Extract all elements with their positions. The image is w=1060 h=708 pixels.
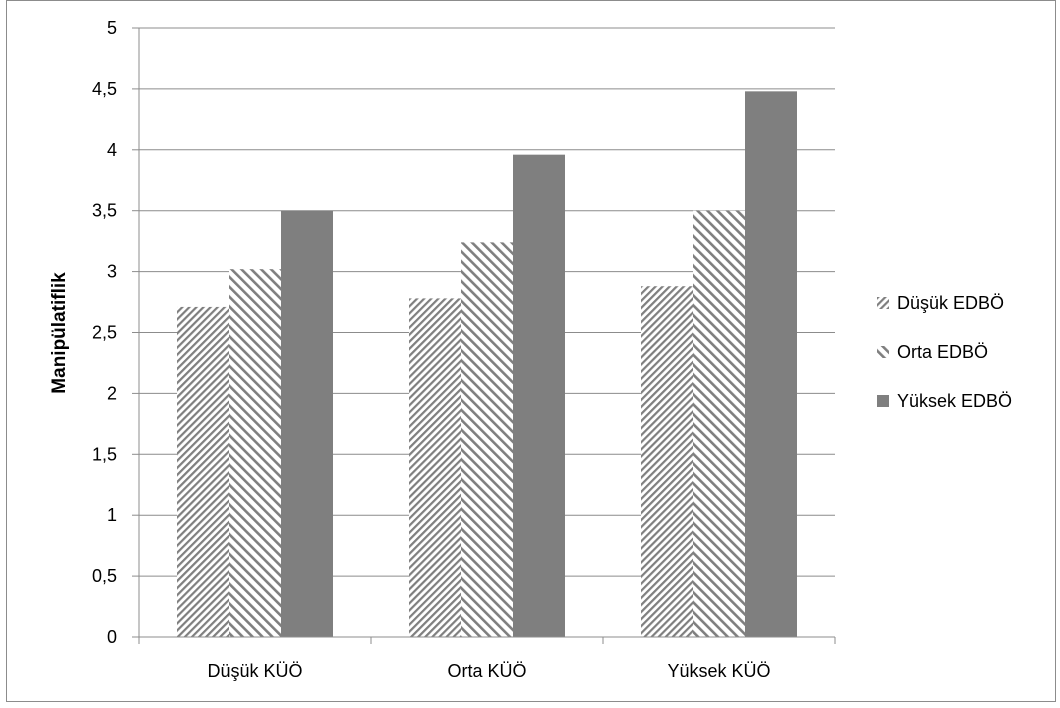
y-axis-title: Manipülatiflik [49,272,70,394]
bar [693,210,745,637]
legend-swatch [877,297,889,309]
legend-swatch [877,346,889,358]
y-tick-label: 4 [107,140,117,160]
y-tick-label: 3 [107,262,117,282]
y-tick-label: 4,5 [92,79,117,99]
axes [138,28,836,644]
y-tick-label: 5 [107,18,117,38]
bar [745,91,797,637]
bars [177,91,797,638]
x-tick-labels: Düşük KÜÖ Orta KÜÖ Yüksek KÜÖ [207,661,770,681]
bar [513,154,565,637]
y-tick-label: 0,5 [92,566,117,586]
x-tick-label: Yüksek KÜÖ [667,661,770,681]
legend-label: Yüksek EDBÖ [897,391,1012,411]
bar [229,269,281,637]
bar [641,286,693,637]
y-tick-label: 0 [107,627,117,647]
legend: Düşük EDBÖ Orta EDBÖ Yüksek EDBÖ [877,293,1012,411]
legend-label: Orta EDBÖ [897,342,988,362]
bar [281,210,333,637]
y-tick-label: 2 [107,383,117,403]
bar [409,298,461,637]
x-tick-label: Orta KÜÖ [447,661,526,681]
y-tick-label: 1,5 [92,444,117,464]
bar [177,306,229,637]
y-tick-labels: 0 0,5 1 1,5 2 2,5 3 3,5 4 4,5 5 [92,18,117,647]
bar [461,242,513,638]
x-tick-label: Düşük KÜÖ [207,661,302,681]
legend-label: Düşük EDBÖ [897,293,1004,313]
y-tick-label: 2,5 [92,323,117,343]
legend-swatch [877,395,889,407]
y-tick-label: 3,5 [92,201,117,221]
y-tick-label: 1 [107,505,117,525]
